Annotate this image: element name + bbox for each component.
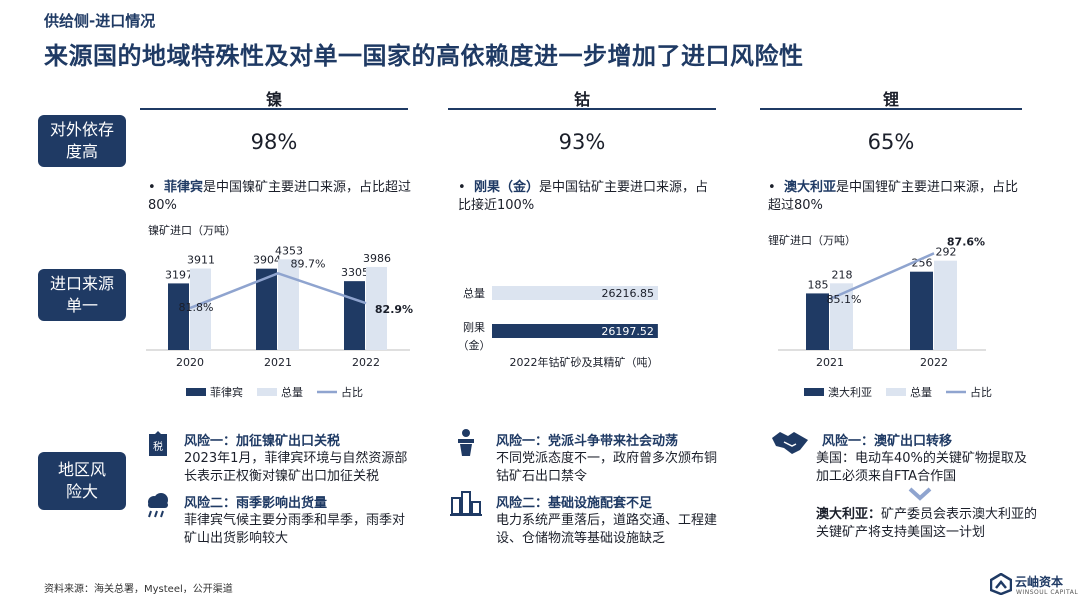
- chart-ylabel-lithium: 锂矿进口（万吨）: [768, 234, 856, 247]
- row-label-dependency: 对外依存度高: [38, 115, 126, 167]
- bar-菲律宾-2022: [344, 281, 365, 350]
- ratio-line: [829, 252, 935, 301]
- bar-总量-2021: [278, 259, 299, 350]
- page-title: 来源国的地域特殊性及对单一国家的高依赖度进一步增加了进口风险性: [44, 42, 804, 70]
- legend-swatch: [186, 388, 206, 396]
- bullet-nickel: • 菲律宾是中国镍矿主要进口来源，占比超过80%: [148, 180, 411, 213]
- bullet-dot: •: [768, 180, 784, 195]
- section-label: 供给侧-进口情况: [44, 12, 156, 30]
- ratio-line: [189, 271, 367, 310]
- bar-总量-2022: [366, 266, 387, 350]
- tax-icon: 税: [149, 431, 167, 456]
- data-label: 292: [936, 246, 957, 259]
- chart-cobalt: 26216.85 总量 26197.52 刚果 （金） 2022年钴矿砂及其精矿（吨）: [458, 286, 659, 369]
- bar-澳大利亚-2021: [806, 293, 829, 350]
- bar-刚果（金）: [492, 324, 658, 338]
- bar-澳大利亚-2022: [910, 271, 933, 350]
- legend-label: 占比: [970, 385, 992, 399]
- legend-label: 菲律宾: [210, 385, 243, 399]
- risk-text-nickel-2: 菲律宾气候主要分雨季和旱季，雨季对矿山出货影响较大: [184, 513, 406, 546]
- data-label: 3904: [253, 254, 281, 267]
- bullet-dot: •: [148, 180, 164, 195]
- source-note: 资料来源：海关总署，Mysteel，公开渠道: [44, 584, 233, 595]
- risk-title-cobalt-2: 风险二：基础设施配套不足: [496, 496, 653, 511]
- chevron-down-icon: [908, 487, 932, 501]
- ratio-label: 87.6%: [947, 235, 985, 248]
- company-logo-text: 云岫资本: [1015, 575, 1064, 589]
- risk-text-cobalt-2: 电力系统严重落后，道路交通、工程建设、仓储物流等基础设施缺乏: [496, 513, 718, 546]
- x-tick-label: 2021: [816, 356, 844, 369]
- risk-title-nickel-1: 风险一：加征镍矿出口关税: [184, 434, 341, 449]
- row-label-regional-risk: 地区风险大: [38, 452, 126, 510]
- risk-title-cobalt-1: 风险一：党派斗争带来社会动荡: [496, 434, 679, 449]
- x-axis-label: 2022年钴矿砂及其精矿（吨）: [510, 355, 659, 369]
- column-underline: [140, 108, 408, 110]
- x-tick-label: 2022: [352, 356, 380, 369]
- risk-text-lithium-2: 澳大利亚：矿产委员会表示澳大利亚的关键矿产将支持美国这一计划: [816, 507, 1038, 540]
- dependency-nickel: 98%: [250, 130, 298, 154]
- data-label: 3986: [363, 252, 391, 265]
- legend-label: 澳大利亚: [828, 385, 872, 399]
- legend-label: 占比: [341, 385, 363, 399]
- y-tick-label: 刚果: [463, 321, 485, 334]
- column-header-lithium: 锂: [882, 90, 899, 109]
- risk-title-lithium-1: 风险一：澳矿出口转移: [822, 434, 953, 449]
- data-label: 3911: [187, 254, 215, 267]
- dependency-lithium: 65%: [867, 130, 915, 154]
- bar-总量-2021: [830, 283, 853, 350]
- legend-swatch: [257, 388, 277, 396]
- data-label: 3197: [165, 268, 193, 281]
- legend-label: 总量: [910, 385, 932, 399]
- ratio-label: 85.1%: [827, 293, 862, 306]
- data-label: 26216.85: [602, 287, 655, 300]
- risk-title-nickel-2: 风险二：雨季影响出货量: [184, 496, 328, 511]
- infrastructure-icon: [450, 491, 482, 516]
- data-label: 218: [832, 268, 853, 281]
- legend-swatch: [804, 388, 824, 396]
- company-logo-icon: [990, 573, 1012, 595]
- data-label: 3305: [341, 266, 369, 279]
- bullet-dot: •: [458, 180, 474, 195]
- column-header-cobalt: 钴: [573, 90, 590, 109]
- legend-label: 总量: [281, 385, 303, 399]
- x-tick-label: 2021: [264, 356, 292, 369]
- x-tick-label: 2022: [920, 356, 948, 369]
- column-header-nickel: 镍: [265, 90, 282, 109]
- bar-总量-2020: [190, 268, 211, 350]
- ratio-label: 89.7%: [291, 257, 326, 270]
- risk-text-cobalt-1: 不同党派态度不一，政府曾多次颁布铜钴矿石出口禁令: [496, 451, 718, 484]
- risk-text-nickel-1: 2023年1月，菲律宾环境与自然资源部长表示正权衡对镍矿出口加征关税: [184, 451, 408, 484]
- column-underline: [760, 108, 1022, 110]
- ratio-label: 81.8%: [179, 301, 214, 314]
- risk-text-lithium-1: 美国：电动车40%的关键矿物提取及加工必须来自FTA合作国: [816, 451, 1027, 484]
- row-label-single-source: 进口来源单一: [38, 269, 126, 321]
- bar-菲律宾-2021: [256, 268, 277, 350]
- bullet-lithium: • 澳大利亚是中国锂矿主要进口来源，占比超过80%: [768, 180, 1018, 213]
- ratio-label: 82.9%: [375, 303, 413, 316]
- bar-总量: [492, 286, 658, 300]
- dependency-cobalt: 93%: [558, 130, 606, 154]
- bar-菲律宾-2020: [168, 283, 189, 350]
- tax-icon-glyph: 税: [153, 440, 163, 453]
- handshake-icon: [772, 432, 808, 454]
- bar-总量-2022: [934, 260, 957, 350]
- chart-ylabel-nickel: 镍矿进口（万吨）: [148, 224, 236, 237]
- bullet-cobalt: • 刚果（金）是中国钴矿主要进口来源，占比接近100%: [458, 180, 708, 213]
- data-label: 4353: [275, 244, 303, 257]
- legend-swatch: [886, 388, 906, 396]
- company-logo-subtext: WINSOUL CAPITAL: [1016, 589, 1079, 596]
- data-label: 26197.52: [601, 325, 654, 338]
- y-tick-label: （金）: [458, 338, 491, 352]
- podium-speaker-icon: [458, 429, 474, 456]
- column-underline: [448, 108, 716, 110]
- data-label: 185: [808, 278, 829, 291]
- x-tick-label: 2020: [176, 356, 204, 369]
- rain-cloud-icon: [148, 493, 168, 518]
- y-tick-label: 总量: [463, 286, 485, 300]
